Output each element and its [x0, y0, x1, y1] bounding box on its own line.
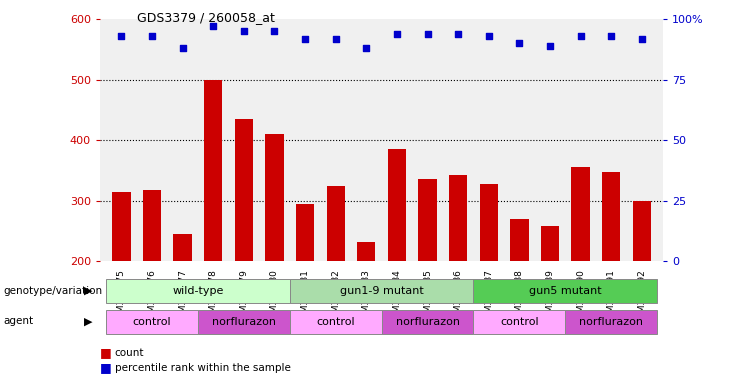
Point	[116, 33, 127, 39]
Bar	[449, 175, 468, 261]
Bar	[143, 190, 162, 261]
Bar	[290, 279, 473, 303]
Point	[146, 33, 158, 39]
Point	[330, 35, 342, 41]
Bar	[602, 172, 620, 261]
Text: norflurazon: norflurazon	[579, 316, 643, 327]
Text: gun1-9 mutant: gun1-9 mutant	[339, 286, 424, 296]
Text: control: control	[133, 316, 171, 327]
Text: ■: ■	[100, 346, 112, 359]
Bar	[541, 226, 559, 261]
Text: control: control	[500, 316, 539, 327]
Text: percentile rank within the sample: percentile rank within the sample	[115, 363, 290, 373]
Bar	[479, 184, 498, 261]
Bar	[106, 310, 198, 334]
Bar	[388, 149, 406, 261]
Bar	[419, 179, 436, 261]
Bar	[510, 219, 528, 261]
Text: count: count	[115, 348, 144, 358]
Bar	[235, 119, 253, 261]
Text: ▶: ▶	[84, 316, 93, 326]
Point	[636, 35, 648, 41]
Point	[514, 40, 525, 46]
Point	[422, 31, 433, 37]
Text: GDS3379 / 260058_at: GDS3379 / 260058_at	[137, 12, 275, 25]
Bar	[296, 204, 314, 261]
Text: norflurazon: norflurazon	[212, 316, 276, 327]
Bar	[198, 310, 290, 334]
Point	[483, 33, 495, 39]
Text: norflurazon: norflurazon	[396, 316, 459, 327]
Bar	[382, 310, 473, 334]
Point	[452, 31, 464, 37]
Bar	[106, 279, 290, 303]
Point	[177, 45, 189, 51]
Text: ■: ■	[100, 361, 112, 374]
Bar	[473, 279, 657, 303]
Bar	[265, 134, 284, 261]
Text: genotype/variation: genotype/variation	[4, 286, 103, 296]
Point	[360, 45, 372, 51]
Text: agent: agent	[4, 316, 34, 326]
Point	[574, 33, 586, 39]
Bar	[290, 310, 382, 334]
Text: gun5 mutant: gun5 mutant	[529, 286, 602, 296]
Point	[268, 28, 280, 35]
Point	[544, 43, 556, 49]
Point	[299, 35, 311, 41]
Bar	[571, 167, 590, 261]
Bar	[473, 310, 565, 334]
Bar	[633, 201, 651, 261]
Bar	[113, 192, 130, 261]
Point	[207, 23, 219, 30]
Text: wild-type: wild-type	[173, 286, 224, 296]
Point	[605, 33, 617, 39]
Bar	[357, 242, 376, 261]
Point	[238, 28, 250, 35]
Bar	[173, 234, 192, 261]
Text: control: control	[316, 316, 355, 327]
Point	[391, 31, 403, 37]
Bar	[327, 185, 345, 261]
Text: ▶: ▶	[84, 286, 93, 296]
Bar	[565, 310, 657, 334]
Bar	[204, 80, 222, 261]
